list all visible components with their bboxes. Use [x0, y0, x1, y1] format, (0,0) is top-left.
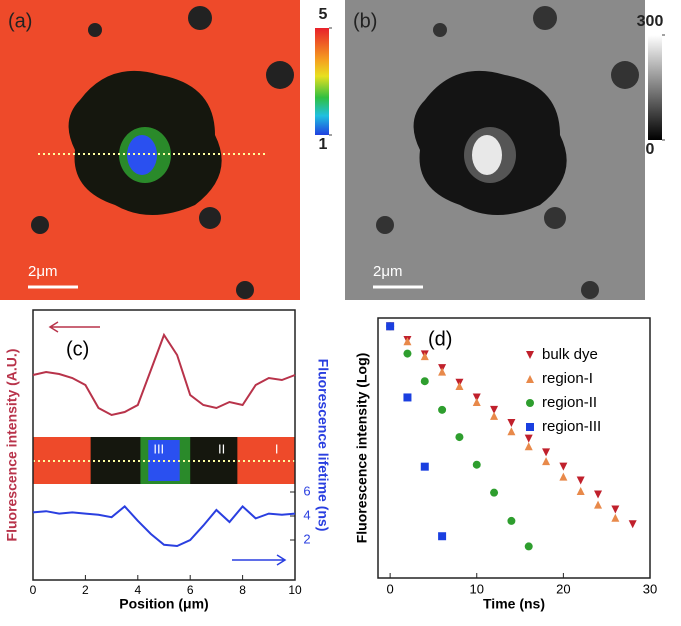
data-point	[438, 405, 447, 414]
data-point	[420, 377, 429, 386]
data-point	[420, 462, 429, 471]
data-point	[386, 322, 395, 331]
dark-spot	[544, 207, 566, 229]
data-point	[559, 472, 568, 481]
legend-label: region-I	[542, 370, 593, 387]
y-axis-label: Fluorescence intensity (Log)	[354, 353, 370, 544]
colorbar-tick-label: 300	[637, 13, 664, 30]
x-axis-label: Position (μm)	[119, 596, 208, 612]
colorbar-tick-label: 5	[319, 6, 328, 23]
x-tick-label: 2	[82, 583, 89, 597]
x-tick-label: 20	[556, 581, 570, 596]
data-point	[611, 505, 620, 514]
y2-tick-label: 2	[303, 531, 310, 546]
dark-spot	[188, 6, 212, 30]
y2-tick-label: 6	[303, 483, 310, 498]
legend-label: region-II	[542, 394, 597, 411]
x-tick-label: 10	[288, 583, 302, 597]
panel-label: (b)	[353, 10, 377, 32]
data-point	[472, 398, 481, 407]
data-point	[576, 486, 585, 495]
data-point	[507, 418, 516, 427]
colorbar	[315, 28, 329, 135]
data-point	[455, 433, 464, 442]
x-tick-label: 0	[30, 583, 37, 597]
legend-label: region-III	[542, 418, 601, 435]
legend-marker	[526, 351, 534, 359]
legend-label: bulk dye	[542, 346, 598, 363]
arrow-right	[232, 554, 287, 566]
axes-frame	[32, 309, 296, 581]
x-tick-label: 30	[643, 581, 657, 596]
data-point	[490, 405, 499, 414]
data-point	[524, 542, 533, 551]
data-point	[472, 460, 481, 469]
colorbar-tick-label: 0	[646, 141, 655, 158]
region-label: III	[153, 441, 164, 456]
data-point	[507, 516, 516, 525]
scale-bar-label: 2μm	[28, 263, 57, 280]
legend-marker	[526, 399, 534, 407]
x-axis-label: Time (ns)	[483, 596, 545, 612]
data-point	[455, 381, 464, 390]
colorbar	[648, 35, 662, 140]
dark-spot	[236, 281, 254, 299]
dark-spot	[611, 61, 639, 89]
dark-spot	[581, 281, 599, 299]
data-point	[403, 337, 412, 346]
panel-label: (c)	[66, 338, 89, 360]
data-point	[472, 393, 481, 402]
data-point	[594, 500, 603, 509]
panel-label: (d)	[428, 328, 452, 350]
data-point	[438, 532, 447, 541]
colorbar-tick-label: 1	[319, 136, 328, 153]
dark-spot	[31, 216, 49, 234]
x-tick-label: 6	[187, 583, 194, 597]
scale-bar-label: 2μm	[373, 263, 402, 280]
y-axis-label: Fluorescence intensity (A.U.)	[4, 349, 20, 542]
x-tick-label: 8	[239, 583, 246, 597]
dark-spot	[376, 216, 394, 234]
dark-spot	[433, 23, 447, 37]
data-point	[524, 442, 533, 451]
data-point	[594, 490, 603, 499]
region-label: II	[218, 441, 225, 456]
x-tick-label: 4	[134, 583, 141, 597]
data-point	[611, 513, 620, 522]
data-point	[490, 488, 499, 497]
region-label: I	[275, 441, 279, 456]
arrow-left	[48, 321, 100, 333]
core	[472, 135, 502, 175]
legend-marker	[526, 375, 534, 383]
dark-spot	[266, 61, 294, 89]
data-point	[403, 349, 412, 358]
core	[127, 135, 157, 175]
data-point	[420, 352, 429, 361]
dark-spot	[533, 6, 557, 30]
dark-spot	[88, 23, 102, 37]
y2-tick-label: 4	[303, 507, 310, 522]
data-point	[438, 367, 447, 376]
data-line	[32, 332, 296, 417]
data-point	[542, 448, 551, 457]
x-tick-label: 0	[387, 581, 394, 596]
data-line	[32, 504, 296, 548]
data-point	[490, 411, 499, 420]
data-point	[403, 393, 412, 402]
legend-marker	[526, 423, 534, 431]
data-point	[542, 457, 551, 466]
data-point	[559, 462, 568, 471]
panel-label: (a)	[8, 10, 32, 32]
dark-spot	[199, 207, 221, 229]
x-tick-label: 10	[470, 581, 484, 596]
axes-frame	[377, 317, 651, 579]
y2-axis-label: Fluorescence lifetime (ns)	[315, 359, 331, 532]
data-point	[576, 476, 585, 485]
data-point	[507, 427, 516, 436]
data-point	[628, 520, 637, 529]
data-point	[524, 434, 533, 443]
